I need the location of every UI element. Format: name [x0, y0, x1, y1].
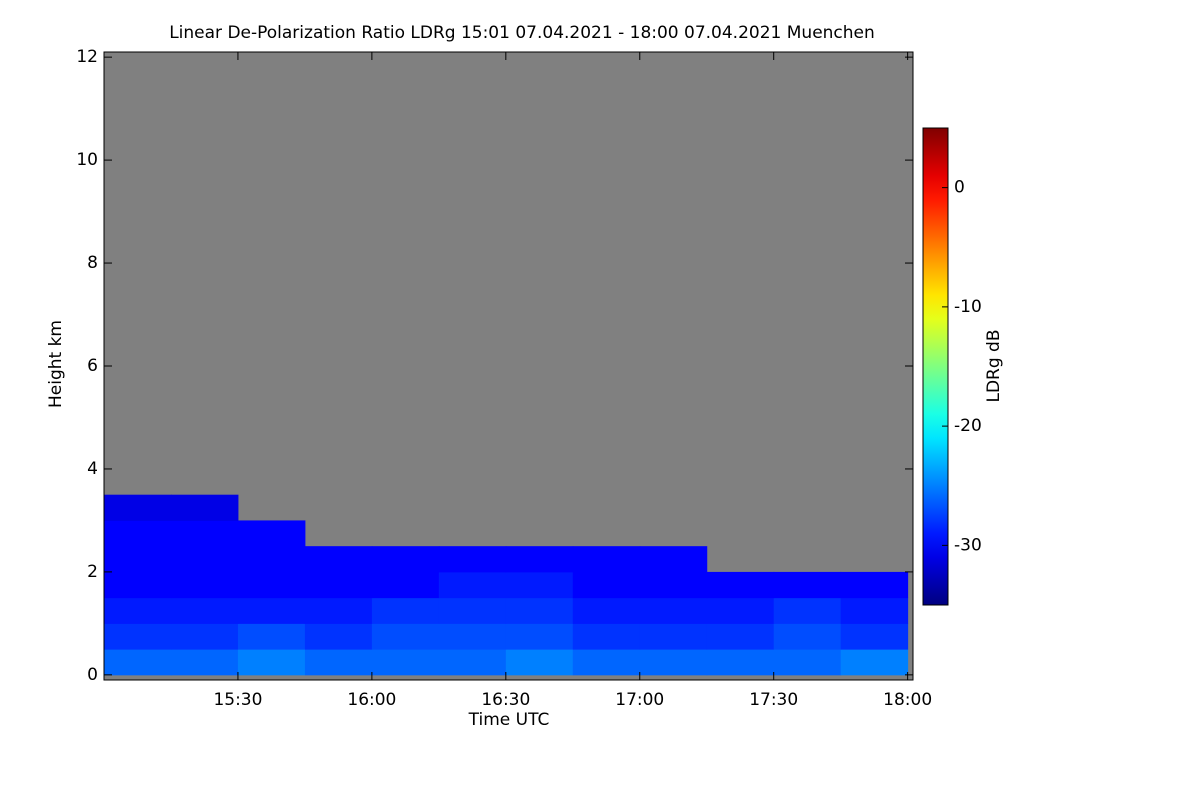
heatmap-cell [104, 520, 172, 547]
heatmap-cell [438, 597, 507, 624]
heatmap-cell [104, 546, 172, 573]
heatmap-cell [505, 649, 574, 676]
y-axis-label: Height km [46, 320, 66, 408]
heatmap-cell [170, 571, 239, 599]
heatmap-cell [170, 623, 239, 650]
y-tick-label: 8 [87, 253, 98, 273]
colorbar-tick-label: -20 [954, 416, 982, 436]
heatmap-cell [304, 649, 373, 676]
heatmap-cell [572, 571, 641, 599]
heatmap-cell [104, 494, 172, 521]
heatmap-cell [505, 597, 574, 624]
y-tick-label: 2 [87, 562, 98, 582]
heatmap-cell [639, 623, 708, 650]
heatmap-cell [505, 623, 574, 650]
heatmap-cell [237, 649, 306, 676]
heatmap-cell [104, 649, 172, 676]
heatmap-cell [706, 623, 775, 650]
heatmap-cell [639, 546, 708, 573]
heatmap-cell [237, 571, 306, 599]
heatmap-cell [840, 649, 909, 676]
heatmap-cell [438, 571, 507, 599]
heatmap-cell [773, 571, 842, 599]
colorbar-label: LDRg dB [984, 329, 1004, 402]
heatmap-cell [505, 571, 574, 599]
x-tick-label: 15:30 [213, 690, 262, 710]
y-tick-label: 6 [87, 356, 98, 376]
heatmap-cell [706, 597, 775, 624]
heatmap-cell [170, 597, 239, 624]
chart-title: Linear De-Polarization Ratio LDRg 15:01 … [169, 23, 875, 43]
heatmap-cell [639, 571, 708, 599]
x-tick-label: 18:00 [883, 690, 932, 710]
heatmap-cell [371, 623, 440, 650]
y-tick-label: 0 [87, 665, 98, 685]
y-tick-label: 4 [87, 459, 98, 479]
x-tick-label: 16:00 [347, 690, 396, 710]
x-tick-label: 17:30 [749, 690, 798, 710]
heatmap-cell [572, 649, 641, 676]
x-tick-label: 17:00 [615, 690, 664, 710]
x-axis-label: Time UTC [468, 710, 550, 730]
heatmap-cell [170, 546, 239, 573]
heatmap-cell [572, 546, 641, 573]
heatmap-cell [773, 597, 842, 624]
heatmap-cell [170, 494, 239, 521]
colorbar-tick-label: -30 [954, 535, 982, 555]
heatmap-cell [170, 520, 239, 547]
x-tick-label: 16:30 [481, 690, 530, 710]
heatmap-cell [304, 623, 373, 650]
heatmap-cell [639, 649, 708, 676]
heatmap-cell [371, 597, 440, 624]
heatmap-cell [572, 597, 641, 624]
heatmap-cell [104, 597, 172, 624]
heatmap-cell [304, 571, 373, 599]
heatmap-cell [438, 623, 507, 650]
heatmap-cell [371, 649, 440, 676]
heatmap-cell [505, 546, 574, 573]
heatmap-cell [639, 597, 708, 624]
heatmap-cell [237, 520, 306, 547]
heatmap-cell [237, 546, 306, 573]
y-tick-label: 10 [76, 150, 98, 170]
heatmap-cell [840, 623, 909, 650]
heatmap-cell [572, 623, 641, 650]
heatmap-cell [237, 597, 306, 624]
heatmap-cell [706, 649, 775, 676]
heatmap-cell [438, 649, 507, 676]
colorbar-tick-label: 0 [954, 178, 965, 198]
heatmap-cell [438, 546, 507, 573]
y-tick-label: 12 [76, 47, 98, 67]
heatmap-cell [840, 571, 909, 599]
heatmap-cell [104, 623, 172, 650]
heatmap-cell [304, 597, 373, 624]
heatmap-cell [104, 571, 172, 599]
colorbar-tick-label: -10 [954, 297, 982, 317]
heatmap-cell [170, 649, 239, 676]
heatmap-cell [706, 571, 775, 599]
heatmap-cell [773, 649, 842, 676]
heatmap-cell [371, 546, 440, 573]
heatmap-cell [773, 623, 842, 650]
heatmap-cell [371, 571, 440, 599]
heatmap-cell [840, 597, 909, 624]
colorbar [922, 127, 949, 606]
heatmap-cell [304, 546, 373, 573]
heatmap-cell [237, 623, 306, 650]
